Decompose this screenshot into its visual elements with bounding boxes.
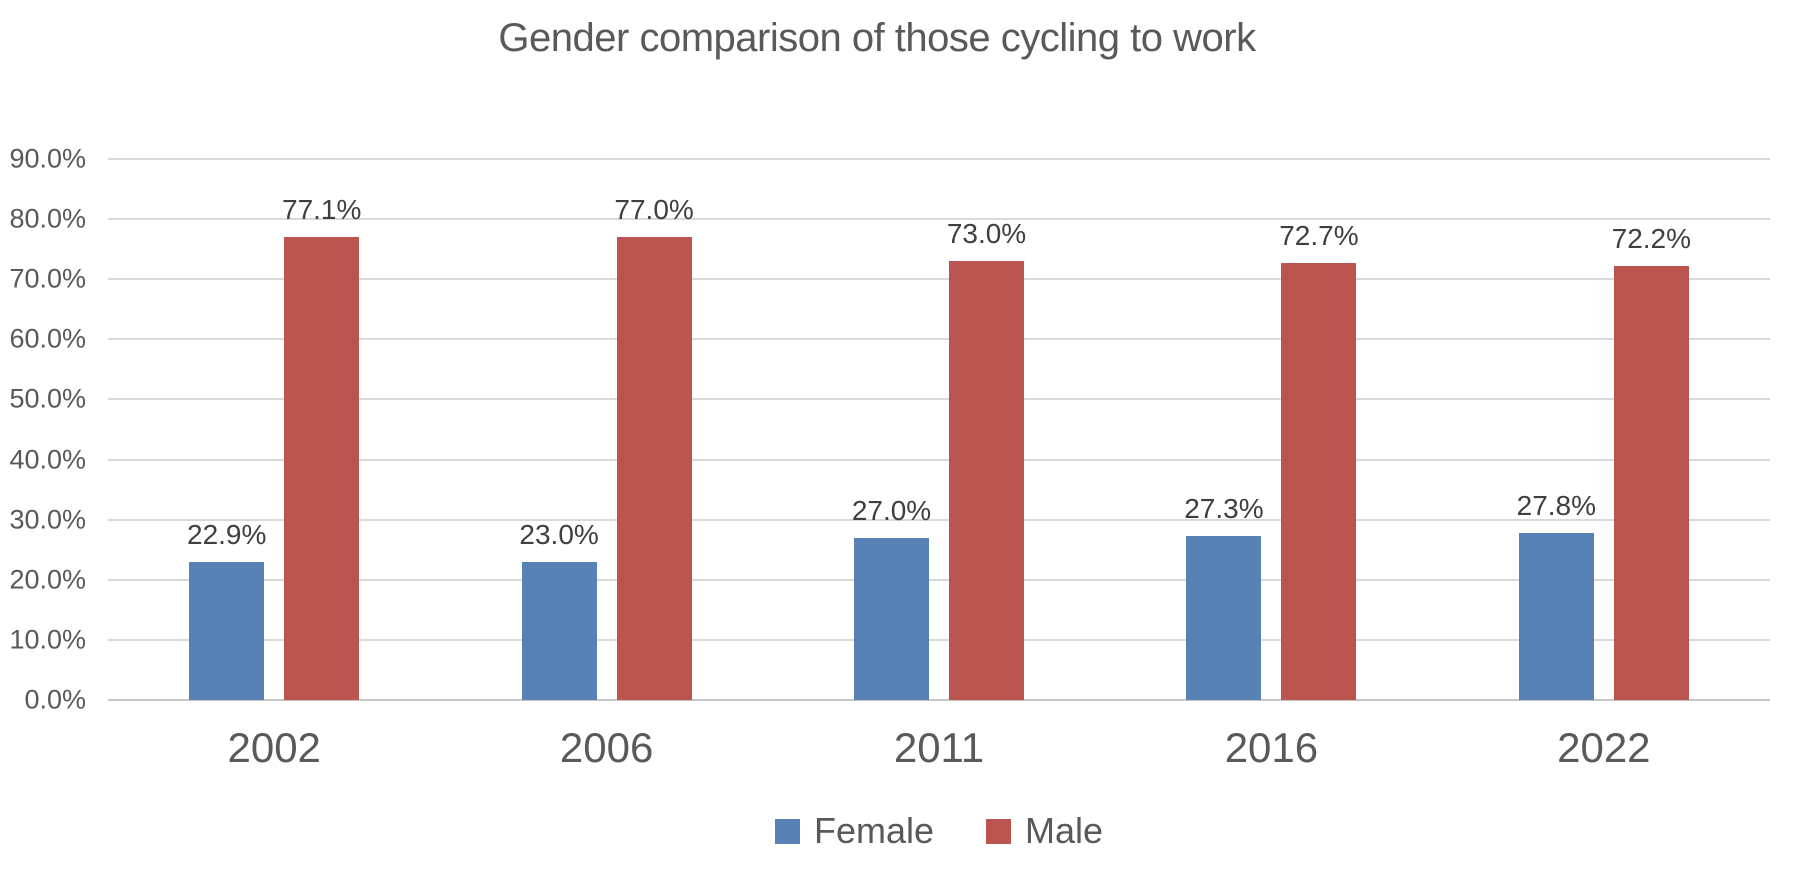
bars-layer: 22.9% 77.1% 23.0% 77.0% 27.0% xyxy=(108,159,1770,700)
y-axis-tick: 40.0% xyxy=(9,444,86,475)
bar-female-2011: 27.0% xyxy=(852,495,931,700)
category-group-2016: 27.3% 72.7% xyxy=(1105,159,1437,700)
data-label: 22.9% xyxy=(187,519,267,551)
category-group-2006: 23.0% 77.0% xyxy=(440,159,772,700)
data-label: 23.0% xyxy=(519,518,599,550)
y-axis-tick: 20.0% xyxy=(9,564,86,595)
data-label: 27.8% xyxy=(1516,489,1597,521)
legend-label-female: Female xyxy=(813,810,934,851)
x-axis-label-2016: 2016 xyxy=(1224,724,1319,771)
bar-male-2002: 77.1% xyxy=(282,194,361,700)
bar-female-2006: 23.0% xyxy=(519,519,599,700)
chart-title: Gender comparison of those cycling to wo… xyxy=(498,16,1256,60)
gridline-30: 30.0% xyxy=(9,504,1770,534)
bar-male-2016: 72.7% xyxy=(1279,220,1359,700)
x-axis: 2002 2006 2011 2016 2022 xyxy=(108,724,1770,772)
gridline-10: 10.0% xyxy=(9,624,1770,654)
legend-item-male: Male xyxy=(986,810,1103,852)
y-axis-tick: 80.0% xyxy=(9,203,86,234)
gridline-20: 20.0% xyxy=(9,564,1770,594)
bar-female-2022: 27.8% xyxy=(1517,490,1596,700)
data-label: 27.3% xyxy=(1184,492,1264,524)
data-label: 72.2% xyxy=(1611,223,1692,254)
y-axis-tick: 10.0% xyxy=(9,624,86,655)
gridline-80: 80.0% xyxy=(9,204,1770,234)
legend-label-male: Male xyxy=(1025,810,1104,851)
gridline-50: 50.0% xyxy=(9,384,1770,414)
gridline-60: 60.0% xyxy=(9,324,1770,354)
data-label: 27.0% xyxy=(851,494,932,526)
data-label: 77.0% xyxy=(614,194,694,226)
gridline-90: 90.0% xyxy=(9,144,1770,174)
data-label: 77.1% xyxy=(282,193,362,225)
bar-male-2011: 73.0% xyxy=(947,218,1026,700)
bar-male-2022: 72.2% xyxy=(1612,223,1691,700)
plot-area: 0.0% 10.0% 20.0% 30.0% 40.0% 50.0% 60.0%… xyxy=(9,144,1770,715)
y-axis-tick: 30.0% xyxy=(9,504,86,535)
category-group-2002: 22.9% 77.1% xyxy=(108,159,440,700)
data-label: 73.0% xyxy=(946,218,1027,250)
bar-female-2002: 22.9% xyxy=(187,519,266,700)
male-swatch-icon xyxy=(986,818,1011,844)
y-axis-tick: 50.0% xyxy=(9,383,86,414)
x-axis-label-2022: 2022 xyxy=(1557,724,1651,771)
x-axis-label-2011: 2011 xyxy=(893,724,985,771)
gridline-40: 40.0% xyxy=(9,444,1770,474)
data-label: 72.7% xyxy=(1279,220,1359,251)
y-axis-tick: 70.0% xyxy=(9,263,86,294)
gridline-70: 70.0% xyxy=(9,264,1770,294)
bar-male-2006: 77.0% xyxy=(614,194,694,700)
legend: Female Male xyxy=(108,810,1770,852)
legend-item-female: Female xyxy=(774,810,934,852)
x-axis-label-2006: 2006 xyxy=(559,724,654,771)
y-axis-tick: 90.0% xyxy=(9,143,86,174)
y-axis-tick: 0.0% xyxy=(24,684,86,715)
female-swatch-icon xyxy=(774,818,800,844)
gridline-0: 0.0% xyxy=(24,685,1770,715)
y-axis-tick: 60.0% xyxy=(9,323,86,354)
category-group-2022: 27.8% 72.2% xyxy=(1438,159,1770,700)
bar-female-2016: 27.3% xyxy=(1184,493,1264,700)
x-axis-label-2002: 2002 xyxy=(227,724,321,771)
category-group-2011: 27.0% 73.0% xyxy=(773,159,1105,700)
